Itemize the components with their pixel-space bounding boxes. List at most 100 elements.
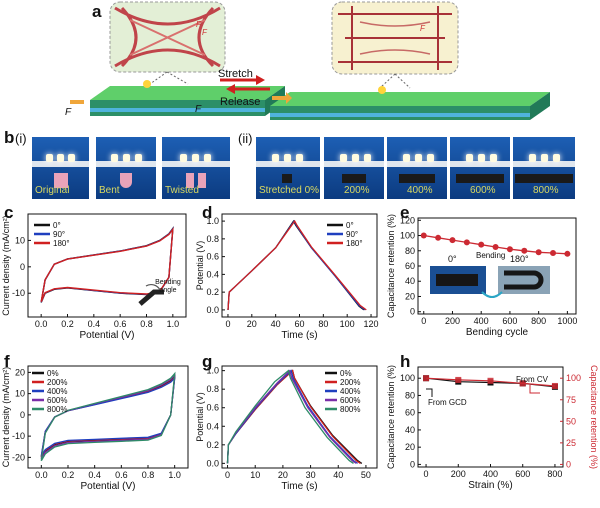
- x-tick-label: 400: [483, 469, 498, 479]
- legend-label: 90°: [346, 230, 358, 239]
- y-tick-label: 20: [405, 291, 415, 301]
- x-tick-label: 0: [225, 319, 230, 329]
- y-tick-label: 0: [20, 410, 25, 420]
- x-tick-label: 20: [247, 319, 257, 329]
- retention-point: [521, 247, 528, 254]
- cv-retention-point: [423, 375, 430, 382]
- led-icon: [378, 86, 386, 94]
- y-tick-label: 40: [405, 425, 415, 435]
- y-right-tick-label: 100: [566, 373, 581, 383]
- inset-label: Bending: [155, 279, 181, 286]
- x-tick-label: 1.0: [167, 319, 180, 329]
- legend-label: 0°: [346, 221, 354, 230]
- chart-g: 0 10 20 30 40 50 0.0 0.2 0.4 0.6 0.8 1.0 Time (s) Pot…: [195, 365, 378, 492]
- y-tick-label: 120: [400, 215, 415, 225]
- inset-label: angle: [159, 287, 176, 294]
- photo-bent: Bent: [96, 137, 156, 199]
- y-tick-label: 10: [15, 389, 25, 399]
- legend-label: 180°: [53, 239, 70, 248]
- plot-frame: [27, 365, 189, 469]
- panel-b-sub-i: (i): [15, 131, 27, 146]
- legend-label: 400%: [340, 387, 360, 396]
- panel-label-f: f: [4, 352, 10, 371]
- chart-h: 0 200 400 600 800 0 20 40 60 80 100 Strain (%) Capac…: [386, 365, 599, 491]
- y-right-tick-label: 0: [566, 459, 571, 469]
- panel-a-schematic: [70, 1, 550, 120]
- y-tick-label: 10: [15, 235, 25, 245]
- force-arrow-right-icon: [272, 96, 286, 100]
- x-axis-label: Time (s): [281, 330, 317, 341]
- legend-label: 600%: [340, 396, 360, 405]
- legend-label: 180°: [346, 239, 363, 248]
- x-tick-label: 60: [294, 319, 304, 329]
- retention-point: [478, 241, 485, 248]
- x-tick-label: 1.0: [168, 470, 181, 480]
- retention-point: [449, 237, 456, 244]
- film-stretched: [270, 92, 550, 120]
- x-tick-label: 40: [333, 470, 343, 480]
- arrow-icon: [529, 385, 540, 394]
- photo-stretched-800: 800%: [513, 137, 575, 199]
- x-tick-label: 40: [271, 319, 281, 329]
- gcd-curve-0°: [227, 219, 365, 311]
- photo-caption: 400%: [407, 185, 433, 196]
- cv-retention-point: [455, 376, 462, 383]
- y-tick-label: 80: [405, 390, 415, 400]
- photo-stretched-600: 600%: [450, 137, 510, 199]
- x-tick-label: 0: [424, 469, 429, 479]
- plot-frame: [221, 365, 378, 469]
- force-arrow-left-icon: [70, 100, 84, 104]
- y-right-axis-label: Capacitance retention (%): [589, 365, 599, 469]
- panel-label-a: a: [92, 2, 102, 21]
- y-right-tick-label: 50: [566, 416, 576, 426]
- chart-c: 0.0 0.2 0.4 0.6 0.8 1.0 -10 0 10 Potential (V) Cur…: [1, 213, 187, 341]
- y-tick-label: -10: [12, 431, 25, 441]
- legend-label: 800%: [47, 405, 67, 414]
- x-axis-label: Strain (%): [468, 480, 512, 491]
- gcd-curve-90°: [227, 219, 366, 311]
- x-tick-label: 0: [421, 316, 426, 326]
- photo-caption: Bent: [99, 185, 120, 196]
- y-right-tick-label: 25: [566, 438, 576, 448]
- y-tick-label: -20: [12, 452, 25, 462]
- panel-label-e: e: [400, 203, 410, 222]
- y-tick-label: 1.0: [206, 216, 219, 226]
- y-tick-label: 0.8: [206, 384, 219, 394]
- x-tick-label: 200: [451, 469, 466, 479]
- x-tick-label: 0.4: [88, 470, 101, 480]
- retention-point: [463, 239, 470, 246]
- legend-label: 0%: [47, 369, 59, 378]
- x-axis-label: Time (s): [281, 481, 317, 492]
- x-tick-label: 600: [502, 316, 517, 326]
- photo-caption: 200%: [344, 185, 370, 196]
- legend-label: 0%: [340, 369, 352, 378]
- y-tick-label: 0.2: [206, 287, 219, 297]
- y-tick-label: 100: [400, 373, 415, 383]
- y-tick-label: 0: [20, 262, 25, 272]
- arrow-icon: [426, 388, 433, 397]
- cv-retention-point: [551, 382, 558, 389]
- x-tick-label: 0.0: [35, 319, 48, 329]
- y-tick-label: 1.0: [206, 366, 219, 376]
- bending-photo-inset: [430, 266, 550, 298]
- x-tick-label: 0.4: [88, 319, 101, 329]
- panel-b-sub-ii: (ii): [238, 131, 253, 146]
- y-tick-label: 40: [405, 276, 415, 286]
- gcd-curve-180°: [227, 219, 367, 311]
- retention-point: [420, 232, 427, 239]
- plot-frame: [27, 213, 187, 318]
- bend-arrow-icon: [481, 291, 503, 298]
- inset-force-label: F: [196, 20, 201, 29]
- y-tick-label: 0.8: [206, 234, 219, 244]
- gcd-curve-800%: [226, 369, 354, 464]
- x-tick-label: 120: [364, 319, 379, 329]
- y-tick-label: 60: [405, 261, 415, 271]
- y-right-tick-label: 75: [566, 395, 576, 405]
- device-bent: [504, 270, 544, 290]
- bending-angle-icon: [138, 284, 164, 306]
- inset-unstretched-network: [109, 1, 226, 85]
- panel-label-g: g: [202, 352, 213, 371]
- stretch-arrow-icon: [220, 75, 265, 85]
- x-axis-label: Potential (V): [80, 481, 135, 492]
- y-tick-label: 0.6: [206, 403, 219, 413]
